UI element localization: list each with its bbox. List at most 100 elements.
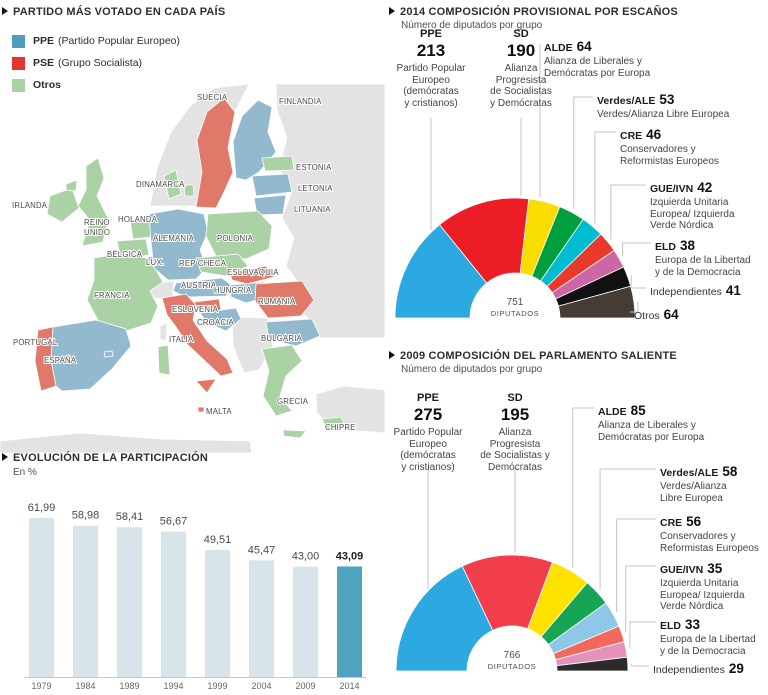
leader-cre bbox=[594, 131, 616, 224]
map-label-espana: ESPAÑA bbox=[44, 356, 77, 365]
center-total: 766 bbox=[504, 650, 521, 661]
map-label-rep_checa: REP CHECA bbox=[179, 259, 227, 268]
map-label-bulgaria: BULGARIA bbox=[261, 334, 303, 343]
leader-alde bbox=[572, 407, 594, 568]
bar-year: 2004 bbox=[251, 681, 271, 691]
non-eu-land bbox=[275, 83, 386, 339]
map-label-polonia: POLONIA bbox=[217, 234, 254, 243]
group-label-indep: Independientes 29 bbox=[653, 661, 744, 676]
bar-value: 58,98 bbox=[72, 510, 100, 522]
map-label-dinamarca: DINAMARCA bbox=[136, 180, 185, 189]
group-label-sd: SD 190 Alianza Progresista de Socialistas y D… bbox=[490, 28, 552, 109]
country-irlanda bbox=[46, 187, 80, 223]
group-label-gue: GUE/IVN 42 Izquierda Unitaria Europea/ Izqu… bbox=[650, 180, 735, 231]
map-label-alemania: ALEMANIA bbox=[153, 234, 195, 243]
group-label-alde: ALDE 64 Alianza de Liberales y Demócratas p… bbox=[544, 39, 651, 79]
country-grecia bbox=[282, 429, 307, 439]
map-label-letonia: LETONIA bbox=[298, 184, 333, 193]
bar-year: 1979 bbox=[31, 681, 51, 691]
leader-indep bbox=[631, 663, 649, 667]
country-rumania bbox=[254, 280, 315, 319]
legend-item-pse: PSE (Grupo Socialista) bbox=[12, 52, 180, 74]
group-label-ppe: PPE 213 Partido Popular Europeo (demócratas y… bbox=[396, 28, 466, 109]
chart-2009-title: 2009 COMPOSICIÓN DEL PARLAMENTO SALIENTE bbox=[389, 350, 677, 362]
country-cerdena bbox=[157, 344, 171, 376]
country-lituania bbox=[253, 194, 287, 216]
map-label-austria: AUSTRIA bbox=[181, 281, 217, 290]
bar-2009 bbox=[293, 566, 318, 677]
bar-1989 bbox=[117, 527, 142, 677]
bar-2014 bbox=[337, 566, 362, 677]
map-label-italia: ITALIA bbox=[169, 335, 194, 344]
country-reino_unido bbox=[77, 157, 109, 247]
leader-gue bbox=[610, 184, 646, 240]
country-bulgaria bbox=[265, 318, 321, 347]
leader-verdes bbox=[599, 468, 656, 590]
bar-1994 bbox=[161, 531, 186, 677]
map-label-rumania: RUMANIA bbox=[258, 297, 296, 306]
map-label-portugal: PORTUGAL bbox=[13, 338, 58, 347]
country-estonia bbox=[261, 155, 295, 172]
leader-cre bbox=[616, 518, 656, 613]
map-label-francia: FRANCIA bbox=[94, 291, 130, 300]
group-label-eld: ELD 33 Europa de la Libertad y de la Democr… bbox=[660, 617, 756, 657]
group-label-indep: Independientes 41 bbox=[650, 283, 741, 298]
map-label-finlandia: FINLANDIA bbox=[279, 97, 322, 106]
country-espana bbox=[50, 319, 132, 392]
non-eu-land bbox=[0, 432, 253, 454]
center-total: 751 bbox=[507, 297, 524, 308]
legend-swatch-pse bbox=[12, 56, 25, 70]
bar-value: 58,41 bbox=[116, 511, 144, 523]
group-label-cre: CRE 46 Conservadores y Reformistas Europeos bbox=[620, 127, 719, 167]
country-rep_checa bbox=[195, 253, 249, 277]
map-label-reino_unido: REINO bbox=[84, 218, 110, 227]
country-suecia bbox=[195, 97, 236, 209]
country-austria bbox=[172, 277, 235, 298]
group-label-ppe: PPE 275 Partido Popular Europeo (demócratas y… bbox=[393, 392, 463, 473]
bar-value: 43,00 bbox=[292, 551, 320, 563]
group-label-alde: ALDE 85 Alianza de Liberales y Demócratas p… bbox=[598, 403, 705, 443]
map-label-eslovenia: ESLOVENIA bbox=[172, 305, 219, 314]
bar-value: 45,47 bbox=[248, 544, 276, 556]
leader-eld bbox=[622, 242, 651, 257]
country-polonia bbox=[205, 210, 273, 260]
segment-otros bbox=[557, 285, 636, 319]
map-label-grecia: GRECIA bbox=[277, 397, 309, 406]
bar-value: 61,99 bbox=[28, 502, 56, 514]
map-label-suecia: SUECIA bbox=[197, 93, 228, 102]
map-label-eslovaquia: ESLOVAQUIA bbox=[227, 268, 279, 277]
country-italia bbox=[161, 293, 234, 377]
country-reino_unido bbox=[65, 179, 78, 192]
country-dinamarca bbox=[163, 169, 182, 200]
country-croacia bbox=[199, 307, 242, 332]
country-espana bbox=[103, 350, 114, 358]
legend-swatch-otros bbox=[12, 78, 25, 92]
country-grecia bbox=[261, 344, 303, 417]
map-legend: PPE (Partido Popular Europeo) PSE (Grupo… bbox=[12, 30, 180, 96]
leader-eld bbox=[629, 621, 656, 649]
center-label: DIPUTADOS bbox=[488, 662, 537, 671]
country-eslovaquia bbox=[229, 265, 275, 285]
section-bullet-icon bbox=[2, 7, 8, 15]
map-label-irlanda: IRLANDA bbox=[12, 201, 48, 210]
bar-year: 1984 bbox=[75, 681, 95, 691]
group-label-otros: Otros 64 bbox=[634, 307, 679, 322]
group-label-gue: GUE/IVN 35 Izquierda Unitaria Europea/ Izqu… bbox=[660, 561, 745, 612]
bar-year: 2014 bbox=[339, 681, 359, 691]
bar-value: 43,09 bbox=[336, 550, 364, 562]
legend-swatch-ppe bbox=[12, 34, 25, 48]
map-label-estonia: ESTONIA bbox=[296, 163, 332, 172]
country-alemania bbox=[148, 208, 209, 281]
country-dinamarca bbox=[183, 183, 195, 197]
center-label: DIPUTADOS bbox=[491, 309, 540, 318]
map-label-lux: LUX. bbox=[146, 258, 164, 267]
section-bullet-icon bbox=[389, 7, 395, 15]
group-label-eld: ELD 38 Europa de la Libertad y de la Democr… bbox=[655, 238, 751, 278]
map-label-chipre: CHIPRE bbox=[325, 423, 356, 432]
leader-otros bbox=[630, 301, 639, 313]
legend-item-otros: Otros bbox=[12, 74, 180, 96]
leader-indep bbox=[630, 275, 646, 289]
